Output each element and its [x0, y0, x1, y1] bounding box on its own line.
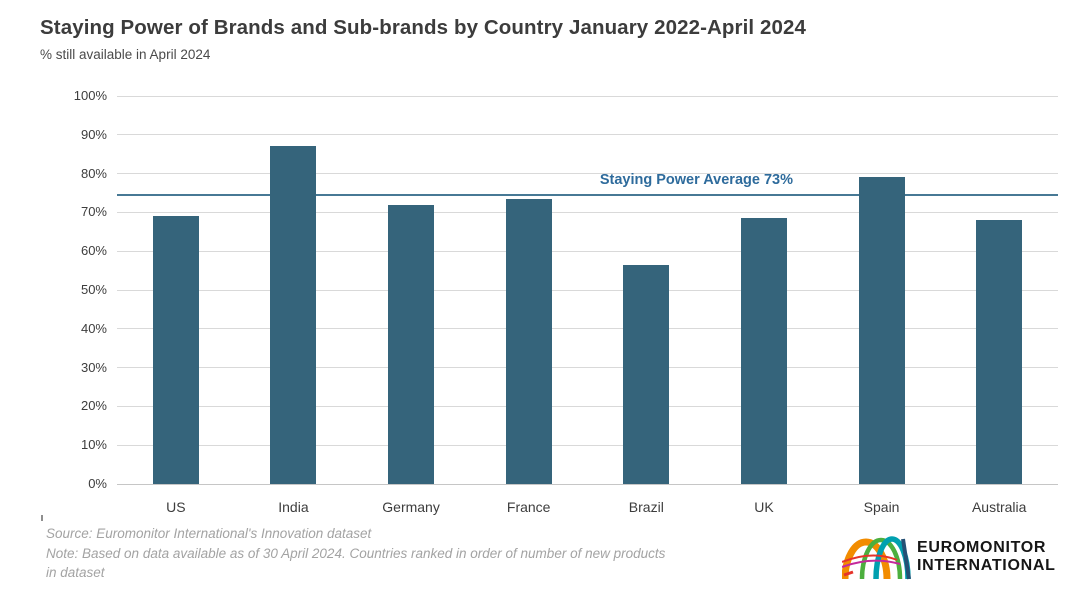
- logo-line-1: EUROMONITOR: [917, 539, 1047, 556]
- x-tick-us: US: [166, 499, 186, 515]
- x-tick-australia: Australia: [971, 499, 1027, 515]
- plot-area: Staying Power Average 73%: [117, 95, 1058, 485]
- chart-title: Staying Power of Brands and Sub-brands b…: [40, 16, 806, 39]
- euromonitor-logo-text: EUROMONITOR INTERNATIONAL: [917, 539, 1056, 574]
- y-tick-30: 30%: [80, 359, 107, 375]
- bar-australia: [976, 220, 1023, 484]
- euromonitor-logo: EUROMONITOR INTERNATIONAL: [842, 536, 1056, 582]
- y-tick-70: 70%: [80, 204, 107, 220]
- gridline-20: [117, 405, 1058, 407]
- bar-uk: [740, 218, 787, 484]
- gridline-70: [117, 211, 1058, 213]
- y-tick-100: 100%: [73, 88, 107, 103]
- y-axis: 0% 10% 20% 30% 40% 50% 60% 70% 80% 90% 100%: [40, 88, 107, 491]
- gridline-100: [117, 95, 1058, 97]
- source-line: Source: Euromonitor International's Inno…: [46, 526, 372, 541]
- x-tick-germany: Germany: [382, 499, 440, 515]
- gridline-60: [117, 250, 1058, 252]
- stray-tick-mark: [41, 515, 43, 521]
- average-reference-line: [117, 193, 1058, 196]
- gridline-50: [117, 289, 1058, 291]
- bar-india: [270, 146, 317, 484]
- bar-brazil: [623, 264, 670, 484]
- y-tick-0: 0%: [88, 476, 107, 491]
- gridline-90: [117, 134, 1058, 136]
- y-tick-90: 90%: [80, 126, 107, 142]
- y-tick-50: 50%: [80, 282, 107, 297]
- bar-us: [152, 216, 199, 484]
- x-tick-brazil: Brazil: [628, 499, 664, 515]
- gridline-10: [117, 444, 1058, 446]
- gridline-40: [117, 328, 1058, 330]
- bar-france: [505, 198, 552, 484]
- bar-germany: [388, 204, 435, 484]
- gridline-30: [117, 367, 1058, 369]
- note-line-2: in dataset: [46, 565, 105, 580]
- y-tick-20: 20%: [80, 398, 107, 414]
- x-tick-spain: Spain: [863, 499, 900, 515]
- logo-line-2: INTERNATIONAL: [917, 556, 1056, 574]
- euromonitor-arches-icon: [842, 536, 911, 580]
- source-note: Source: Euromonitor International's Inno…: [46, 524, 826, 583]
- y-tick-40: 40%: [80, 320, 107, 336]
- x-tick-india: India: [278, 499, 309, 515]
- average-line-label: Staying Power Average 73%: [599, 172, 793, 188]
- y-tick-80: 80%: [80, 165, 107, 181]
- note-line-1: Note: Based on data available as of 30 A…: [46, 545, 666, 561]
- gridline-80: [117, 173, 1058, 175]
- y-tick-10: 10%: [80, 437, 107, 453]
- chart-subtitle: % still available in April 2024: [40, 47, 211, 62]
- bar-spain: [858, 177, 905, 484]
- x-tick-uk: UK: [754, 499, 774, 515]
- x-tick-france: France: [506, 499, 551, 515]
- gridline-0: [117, 483, 1058, 485]
- x-axis: US India Germany France Brazil UK Spain Austral…: [117, 497, 1058, 517]
- y-tick-60: 60%: [80, 243, 107, 259]
